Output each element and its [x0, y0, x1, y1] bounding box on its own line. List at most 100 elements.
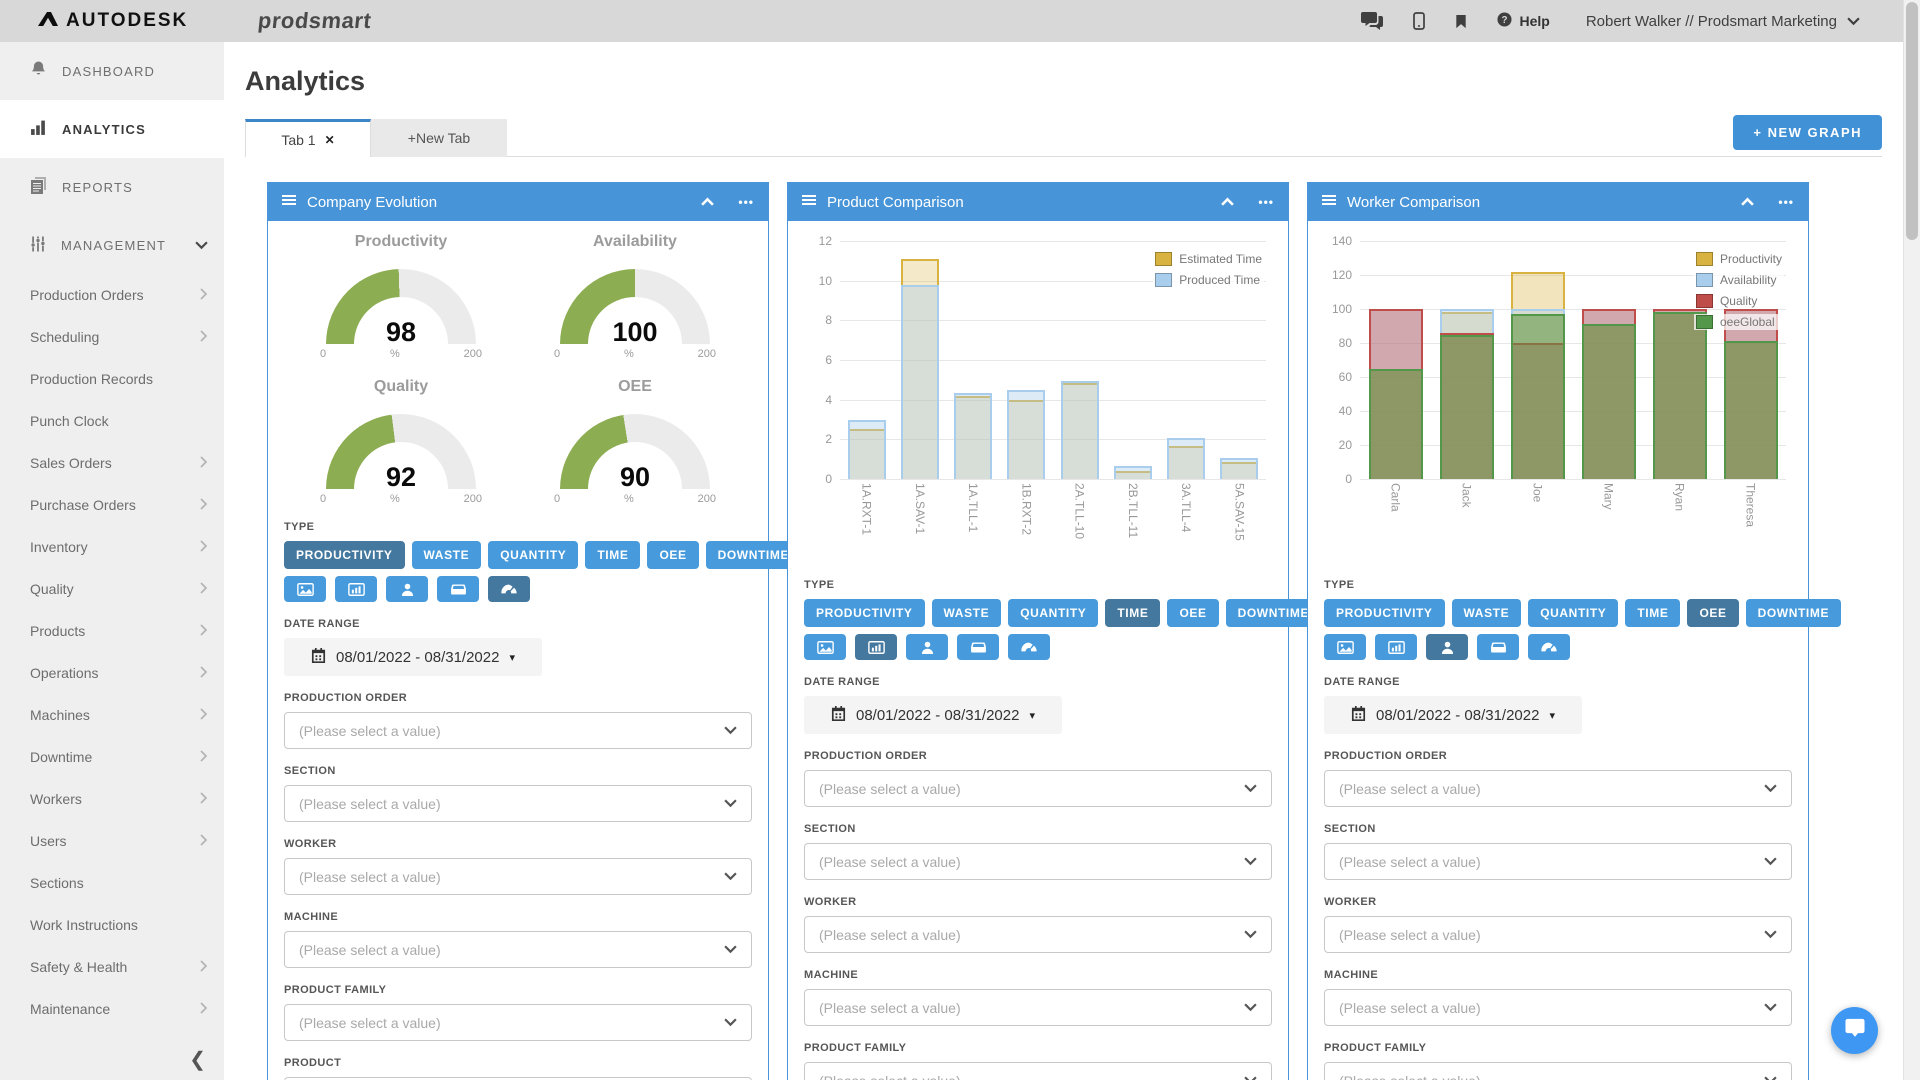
- sidebar-item-dashboard[interactable]: DASHBOARD: [0, 42, 224, 100]
- bar-group-3a-tll-4[interactable]: [1160, 241, 1213, 479]
- type-button-time[interactable]: TIME: [585, 541, 641, 569]
- type-button-productivity[interactable]: PRODUCTIVITY: [804, 599, 925, 627]
- select-product[interactable]: (Please select a value): [284, 1077, 752, 1080]
- vertical-scrollbar[interactable]: [1903, 0, 1920, 1080]
- sidebar-subitem-users[interactable]: Users: [0, 820, 224, 862]
- sidebar-item-reports[interactable]: REPORTS: [0, 158, 224, 216]
- tab-new-tab[interactable]: +New Tab: [371, 119, 507, 157]
- view-button-machine-icon[interactable]: [1477, 634, 1519, 660]
- select-production-order[interactable]: (Please select a value): [804, 770, 1272, 807]
- bar-group-mary[interactable]: [1573, 241, 1644, 479]
- chat-icon[interactable]: [1361, 12, 1384, 30]
- type-button-quantity[interactable]: QUANTITY: [1008, 599, 1099, 627]
- bar-group-jack[interactable]: [1431, 241, 1502, 479]
- type-button-productivity[interactable]: PRODUCTIVITY: [1324, 599, 1445, 627]
- select-product-family[interactable]: (Please select a value): [284, 1004, 752, 1041]
- view-button-gauge-icon[interactable]: [488, 576, 530, 602]
- tab-tab1[interactable]: Tab 1 ✕: [245, 119, 371, 157]
- sidebar-collapse-button[interactable]: ❮: [189, 1049, 206, 1071]
- view-button-image-icon[interactable]: [804, 634, 846, 660]
- type-button-time[interactable]: TIME: [1105, 599, 1161, 627]
- select-machine[interactable]: (Please select a value): [804, 989, 1272, 1026]
- type-button-waste[interactable]: WASTE: [1451, 599, 1522, 627]
- date-range-picker[interactable]: 08/01/2022 - 08/31/2022 ▾: [284, 638, 542, 676]
- select-section[interactable]: (Please select a value): [804, 843, 1272, 880]
- drag-handle-icon[interactable]: [282, 193, 296, 211]
- select-section[interactable]: (Please select a value): [284, 785, 752, 822]
- select-product-family[interactable]: (Please select a value): [804, 1062, 1272, 1080]
- view-button-worker-icon[interactable]: [906, 634, 948, 660]
- type-button-oee[interactable]: OEE: [647, 541, 699, 569]
- drag-handle-icon[interactable]: [802, 193, 816, 211]
- sidebar-subitem-inventory[interactable]: Inventory: [0, 526, 224, 568]
- sidebar-subitem-workers[interactable]: Workers: [0, 778, 224, 820]
- user-menu[interactable]: Robert Walker // Prodsmart Marketing: [1586, 13, 1860, 30]
- help-button[interactable]: ? Help: [1497, 12, 1550, 30]
- view-button-machine-icon[interactable]: [957, 634, 999, 660]
- type-button-quantity[interactable]: QUANTITY: [488, 541, 579, 569]
- view-button-bar-chart-icon[interactable]: [1375, 634, 1417, 660]
- bar-group-ryan[interactable]: [1644, 241, 1715, 479]
- sidebar-item-analytics[interactable]: ANALYTICS: [0, 100, 224, 158]
- bar-group-1a-rxt-1[interactable]: [840, 241, 893, 479]
- bar-group-2a-tll-10[interactable]: [1053, 241, 1106, 479]
- sidebar-subitem-sales-orders[interactable]: Sales Orders: [0, 442, 224, 484]
- collapse-panel-icon[interactable]: [1741, 193, 1755, 211]
- sidebar-subitem-production-records[interactable]: Production Records: [0, 358, 224, 400]
- select-production-order[interactable]: (Please select a value): [284, 712, 752, 749]
- sidebar-subitem-scheduling[interactable]: Scheduling: [0, 316, 224, 358]
- sidebar-subitem-quality[interactable]: Quality: [0, 568, 224, 610]
- sidebar-subitem-sections[interactable]: Sections: [0, 862, 224, 904]
- select-worker[interactable]: (Please select a value): [804, 916, 1272, 953]
- bar-group-carla[interactable]: [1360, 241, 1431, 479]
- drag-handle-icon[interactable]: [1322, 193, 1336, 211]
- sidebar-subitem-operations[interactable]: Operations: [0, 652, 224, 694]
- view-button-worker-icon[interactable]: [1426, 634, 1468, 660]
- mobile-icon[interactable]: [1413, 12, 1426, 30]
- type-button-waste[interactable]: WASTE: [931, 599, 1002, 627]
- collapse-panel-icon[interactable]: [701, 193, 715, 211]
- select-production-order[interactable]: (Please select a value): [1324, 770, 1792, 807]
- type-button-productivity[interactable]: PRODUCTIVITY: [284, 541, 405, 569]
- view-button-machine-icon[interactable]: [437, 576, 479, 602]
- type-button-oee[interactable]: OEE: [1687, 599, 1739, 627]
- bar-group-1b-rxt-2[interactable]: [1000, 241, 1053, 479]
- more-options-icon[interactable]: •••: [1778, 195, 1794, 209]
- sidebar-item-management[interactable]: MANAGEMENT: [0, 216, 224, 274]
- select-worker[interactable]: (Please select a value): [1324, 916, 1792, 953]
- select-product-family[interactable]: (Please select a value): [1324, 1062, 1792, 1080]
- new-graph-button[interactable]: + NEW GRAPH: [1733, 115, 1882, 150]
- view-button-bar-chart-icon[interactable]: [335, 576, 377, 602]
- view-button-bar-chart-icon[interactable]: [855, 634, 897, 660]
- date-range-picker[interactable]: 08/01/2022 - 08/31/2022 ▾: [1324, 696, 1582, 734]
- bar-group-1a-sav-1[interactable]: [893, 241, 946, 479]
- date-range-picker[interactable]: 08/01/2022 - 08/31/2022 ▾: [804, 696, 1062, 734]
- view-button-image-icon[interactable]: [1324, 634, 1366, 660]
- scrollbar-thumb[interactable]: [1906, 2, 1918, 240]
- select-machine[interactable]: (Please select a value): [1324, 989, 1792, 1026]
- bar-group-theresa[interactable]: [1715, 241, 1786, 479]
- bar-group-5a-sav-15[interactable]: [1213, 241, 1266, 479]
- sidebar-subitem-production-orders[interactable]: Production Orders: [0, 274, 224, 316]
- type-button-downtime[interactable]: DOWNTIME: [705, 541, 802, 569]
- select-section[interactable]: (Please select a value): [1324, 843, 1792, 880]
- type-button-quantity[interactable]: QUANTITY: [1528, 599, 1619, 627]
- type-button-downtime[interactable]: DOWNTIME: [1745, 599, 1842, 627]
- sidebar-subitem-safety-health[interactable]: Safety & Health: [0, 946, 224, 988]
- bar-group-1a-tll-1[interactable]: [947, 241, 1000, 479]
- sidebar-subitem-punch-clock[interactable]: Punch Clock: [0, 400, 224, 442]
- sidebar-subitem-purchase-orders[interactable]: Purchase Orders: [0, 484, 224, 526]
- type-button-time[interactable]: TIME: [1625, 599, 1681, 627]
- sidebar-subitem-downtime[interactable]: Downtime: [0, 736, 224, 778]
- bar-group-2b-tll-11[interactable]: [1106, 241, 1159, 479]
- more-options-icon[interactable]: •••: [1258, 195, 1274, 209]
- sidebar-subitem-work-instructions[interactable]: Work Instructions: [0, 904, 224, 946]
- bookmark-icon[interactable]: [1455, 14, 1467, 29]
- sidebar-subitem-products[interactable]: Products: [0, 610, 224, 652]
- collapse-panel-icon[interactable]: [1221, 193, 1235, 211]
- view-button-gauge-icon[interactable]: [1528, 634, 1570, 660]
- more-options-icon[interactable]: •••: [738, 195, 754, 209]
- select-worker[interactable]: (Please select a value): [284, 858, 752, 895]
- sidebar-subitem-machines[interactable]: Machines: [0, 694, 224, 736]
- type-button-waste[interactable]: WASTE: [411, 541, 482, 569]
